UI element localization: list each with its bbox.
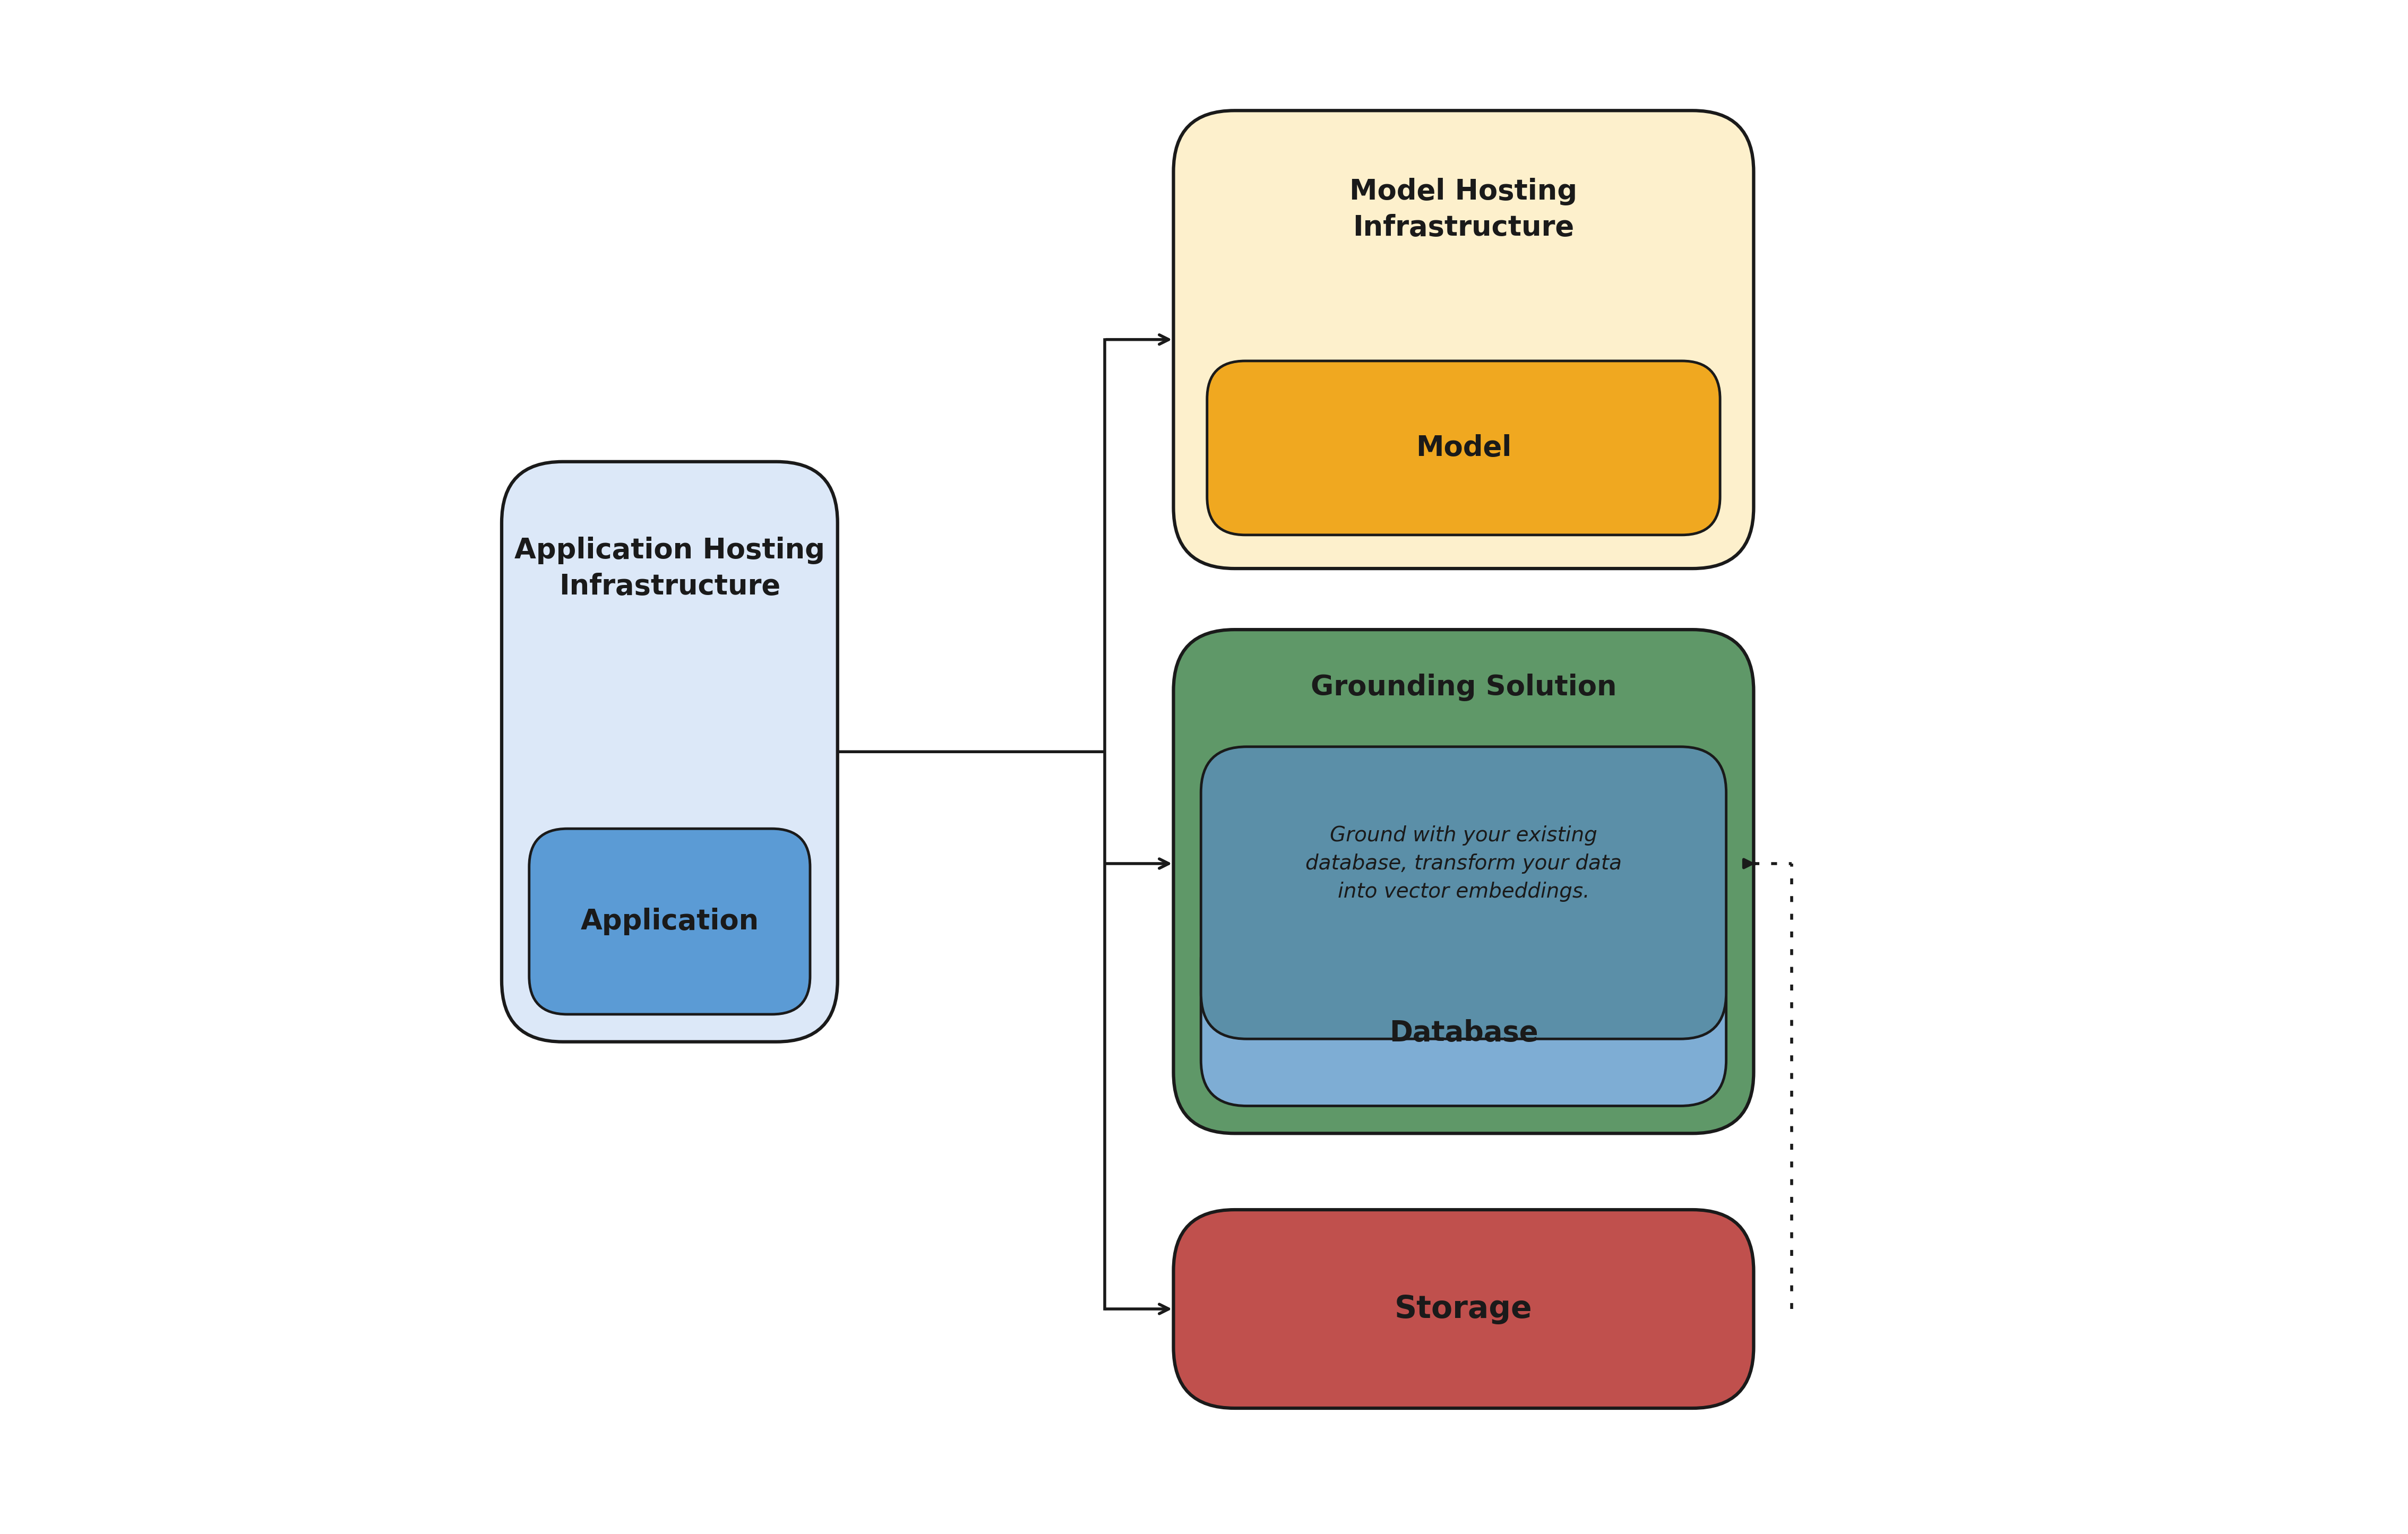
Text: Storage: Storage — [1394, 1293, 1531, 1324]
FancyBboxPatch shape — [1173, 629, 1753, 1134]
FancyBboxPatch shape — [530, 828, 809, 1014]
Text: Application: Application — [580, 908, 759, 936]
Text: Model: Model — [1416, 434, 1512, 462]
FancyBboxPatch shape — [1173, 110, 1753, 569]
FancyBboxPatch shape — [1202, 914, 1727, 1106]
Text: Model Hosting
Infrastructure: Model Hosting Infrastructure — [1351, 178, 1577, 242]
FancyBboxPatch shape — [501, 462, 838, 1042]
FancyBboxPatch shape — [1173, 1210, 1753, 1408]
FancyBboxPatch shape — [1206, 360, 1719, 535]
Text: Ground with your existing
database, transform your data
into vector embeddings.: Ground with your existing database, tran… — [1305, 825, 1621, 902]
Text: Application Hosting
Infrastructure: Application Hosting Infrastructure — [515, 537, 826, 600]
FancyBboxPatch shape — [1202, 747, 1727, 1039]
Text: Grounding Solution: Grounding Solution — [1310, 673, 1616, 701]
Text: Database: Database — [1389, 1020, 1539, 1048]
